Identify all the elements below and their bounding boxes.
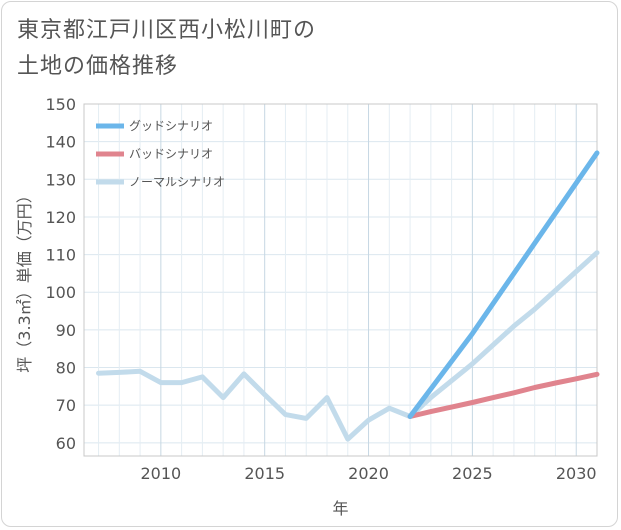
x-tick-label: 2015 bbox=[244, 464, 285, 483]
legend-label: グッドシナリオ bbox=[129, 119, 213, 133]
x-axis-ticks: 2010 2015 2020 2025 2030 bbox=[140, 464, 596, 483]
x-tick-label: 2025 bbox=[452, 464, 493, 483]
chart-title: 東京都江戸川区西小松川町の 土地の価格推移 bbox=[17, 18, 317, 79]
series-line-3 bbox=[96, 250, 600, 442]
x-tick-label: 2010 bbox=[140, 464, 181, 483]
y-tick-label: 100 bbox=[45, 283, 76, 302]
y-tick-label: 60 bbox=[56, 434, 76, 453]
y-tick-label: 80 bbox=[56, 359, 76, 378]
x-tick-label: 2030 bbox=[556, 464, 597, 483]
y-tick-label: 90 bbox=[56, 321, 76, 340]
series-lines bbox=[96, 150, 600, 442]
y-tick-label: 130 bbox=[45, 170, 76, 189]
y-axis-ticks: 60 70 80 90 100 110 120 130 140 150 bbox=[45, 95, 76, 453]
x-axis-label: 年 bbox=[332, 499, 348, 518]
y-tick-label: 150 bbox=[45, 95, 76, 114]
series-line-2 bbox=[407, 371, 600, 419]
y-tick-label: 140 bbox=[45, 133, 76, 152]
legend-label: ノーマルシナリオ bbox=[129, 175, 225, 189]
series-line-1 bbox=[407, 150, 600, 419]
y-tick-label: 120 bbox=[45, 208, 76, 227]
y-axis-label: 坪（3.3㎡）単価（万円） bbox=[15, 187, 34, 372]
y-tick-label: 70 bbox=[56, 396, 76, 415]
y-tick-label: 110 bbox=[45, 246, 76, 265]
grid-lines bbox=[84, 103, 598, 456]
plot-frame bbox=[83, 103, 598, 457]
x-tick-label: 2020 bbox=[348, 464, 389, 483]
legend-label: バッドシナリオ bbox=[129, 147, 213, 161]
